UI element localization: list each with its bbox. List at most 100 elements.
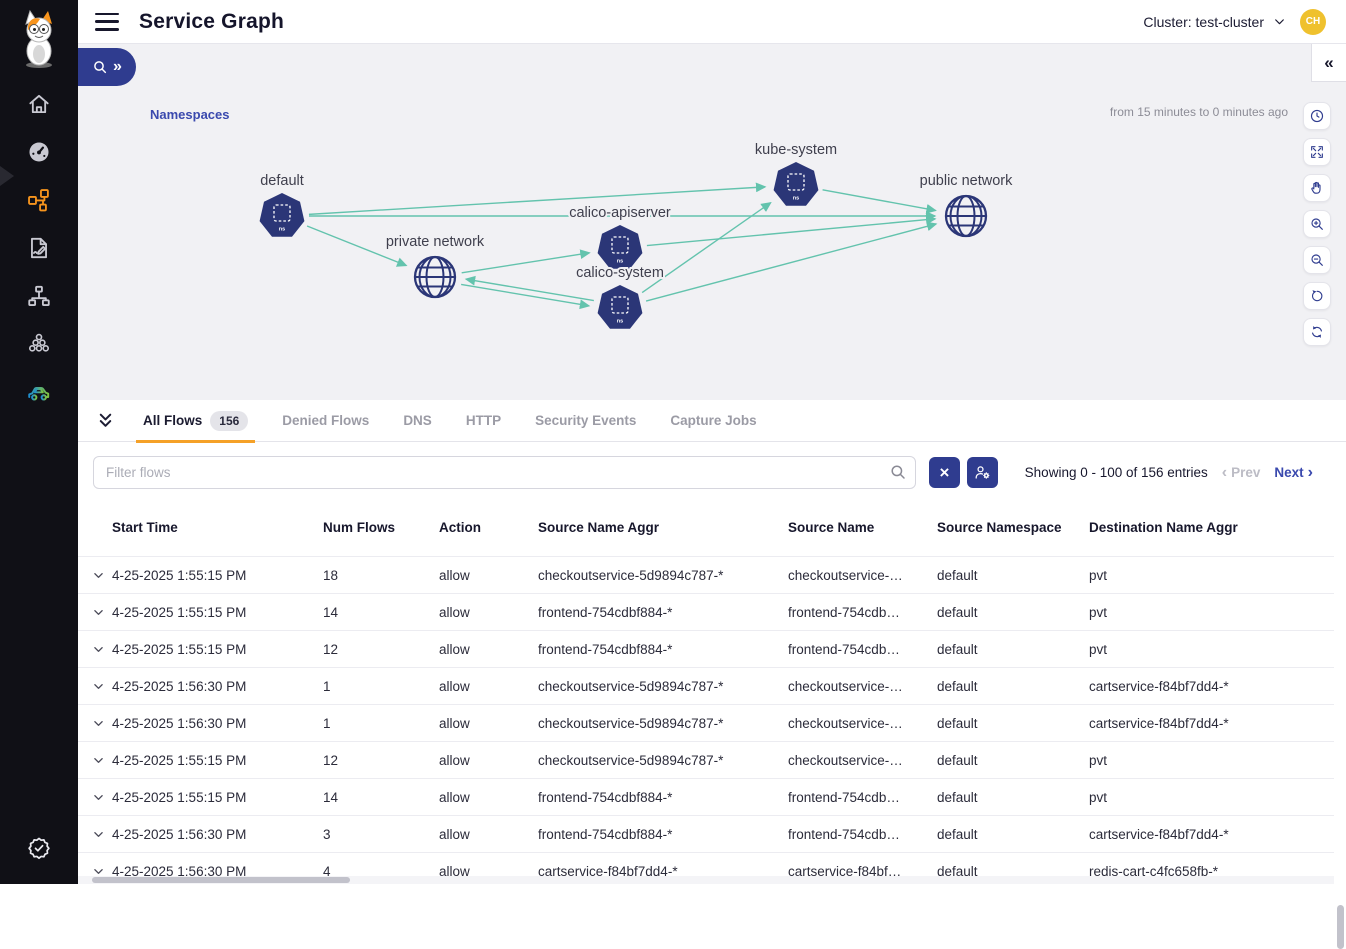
tab-security-events[interactable]: Security Events (518, 400, 653, 442)
graph-node-label: calico-system (576, 265, 664, 281)
filter-row: × Showing 0 - 100 of 156 entries ‹ Prev … (78, 442, 1346, 489)
sidebar-item-clusters-icon[interactable] (0, 320, 78, 368)
graph-search-button[interactable]: » (78, 48, 136, 86)
sidebar-item-policies-icon[interactable] (0, 224, 78, 272)
table-cell: frontend-754cdb… (788, 827, 937, 842)
time-icon (1309, 108, 1325, 124)
table-cell: allow (439, 790, 538, 805)
graph-node-private-network[interactable]: private network (386, 234, 485, 297)
zoom-in-icon (1309, 216, 1325, 232)
pan-hand-icon-button[interactable] (1303, 174, 1331, 202)
sidebar-item-dashboard-gauge-icon[interactable] (0, 128, 78, 176)
graph-toolbar (1303, 102, 1331, 346)
table-cell: default (937, 753, 1089, 768)
table-cell: 1 (323, 679, 439, 694)
sidebar-item-network-sitemap-icon[interactable] (0, 272, 78, 320)
graph-node-public-network[interactable]: public network (920, 173, 1013, 236)
next-page-button[interactable]: Next › (1274, 465, 1313, 481)
tab-dns[interactable]: DNS (386, 400, 449, 442)
zoom-out-icon-button[interactable] (1303, 246, 1331, 274)
table-cell: pvt (1089, 568, 1334, 583)
refresh-icon-button[interactable] (1303, 318, 1331, 346)
user-settings-button[interactable] (967, 457, 998, 488)
filter-flows-input[interactable] (93, 456, 916, 489)
table-cell: 14 (323, 790, 439, 805)
prev-page-button[interactable]: ‹ Prev (1222, 465, 1261, 481)
column-header[interactable]: Source Name (788, 520, 937, 536)
table-cell: 12 (323, 753, 439, 768)
table-cell: 4-25-2025 1:55:15 PM (112, 568, 323, 583)
sidebar-item-home-icon[interactable] (0, 80, 78, 128)
table-cell: allow (439, 642, 538, 657)
expand-row-icon[interactable] (92, 643, 112, 656)
zoom-out-icon (1309, 252, 1325, 268)
avatar[interactable]: CH (1300, 9, 1326, 35)
hamburger-menu-icon[interactable] (95, 13, 119, 31)
column-header[interactable]: Start Time (112, 520, 323, 536)
user-gear-icon (973, 463, 992, 482)
table-cell: default (937, 605, 1089, 620)
graph-node-label: public network (920, 173, 1013, 189)
column-header[interactable]: Action (439, 520, 538, 536)
sidebar-item-car-icon[interactable] (0, 368, 78, 416)
table-cell: default (937, 679, 1089, 694)
table-cell: 12 (323, 642, 439, 657)
time-icon-button[interactable] (1303, 102, 1331, 130)
tab-capture-jobs[interactable]: Capture Jobs (653, 400, 773, 442)
expand-row-icon[interactable] (92, 680, 112, 693)
graph-edge-calico-apiserver-to-public-network (647, 219, 935, 246)
cluster-selector[interactable]: Cluster: test-cluster (1143, 14, 1286, 30)
column-header[interactable]: Destination Name Aggr (1089, 520, 1334, 536)
cluster-selector-label: Cluster: test-cluster (1143, 14, 1264, 30)
zoom-in-icon-button[interactable] (1303, 210, 1331, 238)
table-cell: frontend-754cdbf884-* (538, 790, 788, 805)
horizontal-scrollbar-thumb[interactable] (92, 877, 350, 883)
breadcrumb[interactable]: Namespaces (150, 107, 230, 122)
vertical-scrollbar-thumb[interactable] (1337, 905, 1344, 949)
tab-http[interactable]: HTTP (449, 400, 518, 442)
sidebar-item-service-graph-icon[interactable] (0, 176, 78, 224)
table-cell: pvt (1089, 605, 1334, 620)
expand-row-icon[interactable] (92, 717, 112, 730)
table-cell: checkoutservice-5d9894c787-* (538, 753, 788, 768)
expand-row-icon[interactable] (92, 754, 112, 767)
expand-row-icon[interactable] (92, 569, 112, 582)
tab-denied-flows[interactable]: Denied Flows (265, 400, 386, 442)
table-cell: 4-25-2025 1:55:15 PM (112, 790, 323, 805)
column-header[interactable]: Num Flows (323, 520, 439, 536)
sidebar (0, 0, 78, 884)
expand-row-icon[interactable] (92, 791, 112, 804)
verified-check-icon[interactable] (26, 835, 52, 866)
column-header[interactable]: Source Name Aggr (538, 520, 788, 536)
undo-icon-button[interactable] (1303, 282, 1331, 310)
expand-row-icon[interactable] (92, 606, 112, 619)
expand-row-icon[interactable] (92, 828, 112, 841)
table-cell: pvt (1089, 753, 1334, 768)
graph-node-calico-system[interactable]: ns calico-system (576, 265, 664, 329)
table-cell: pvt (1089, 642, 1334, 657)
fit-screen-icon-button[interactable] (1303, 138, 1331, 166)
clear-filter-button[interactable]: × (929, 457, 960, 488)
collapse-flows-icon[interactable] (92, 408, 118, 434)
collapse-panel-button[interactable]: « (1311, 44, 1346, 82)
table-cell: cartservice-f84bf7dd4-* (1089, 679, 1334, 694)
table-cell: frontend-754cdbf884-* (538, 827, 788, 842)
calico-cat-logo[interactable] (13, 6, 65, 70)
column-header[interactable]: Source Namespace (937, 520, 1089, 536)
table-cell: 14 (323, 605, 439, 620)
svg-text:ns: ns (617, 319, 623, 325)
